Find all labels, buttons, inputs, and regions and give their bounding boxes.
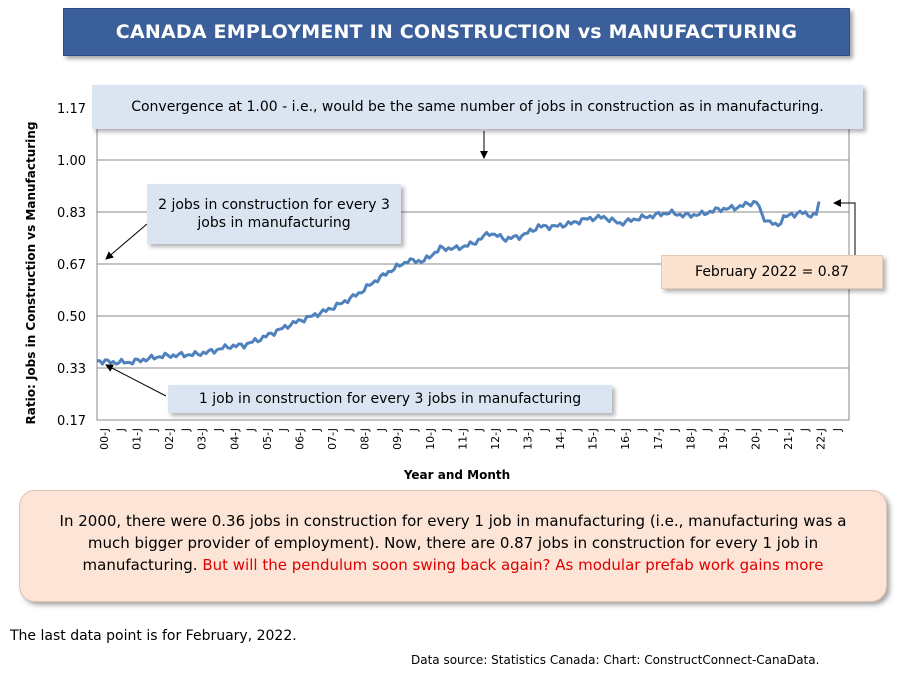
x-tick-label: 16-J bbox=[619, 428, 632, 450]
x-tick-label: 09-J bbox=[391, 428, 404, 450]
y-tick-label: 0.83 bbox=[57, 206, 86, 221]
x-tick-label: J bbox=[310, 428, 323, 432]
x-tick-label: 21-J bbox=[782, 428, 795, 450]
x-tick-label: J bbox=[668, 428, 681, 432]
x-tick-label: J bbox=[538, 428, 551, 432]
summary-text: In 2000, there were 0.36 jobs in constru… bbox=[59, 512, 847, 574]
x-tick-label: 15-J bbox=[587, 428, 600, 450]
x-tick-label: J bbox=[407, 428, 420, 432]
y-axis-title: Ratio: Jobs in Construction vs Manufactu… bbox=[24, 122, 38, 425]
series-line bbox=[97, 200, 821, 366]
x-tick-label: 10-J bbox=[424, 428, 437, 450]
y-tick-label: 0.33 bbox=[57, 362, 86, 377]
x-tick-label: 07-J bbox=[326, 428, 339, 450]
x-tick-label: 22-J bbox=[815, 428, 828, 450]
x-tick-label: J bbox=[505, 428, 518, 432]
x-tick-label: 02-J bbox=[163, 428, 176, 450]
x-tick-label: 04-J bbox=[228, 428, 241, 450]
x-tick-label: J bbox=[733, 428, 746, 432]
x-tick-label: J bbox=[473, 428, 486, 432]
x-tick-label: J bbox=[636, 428, 649, 432]
summary-highlight: But will the pendulum soon swing back ag… bbox=[202, 555, 824, 574]
two-thirds-callout-text: 2 jobs in construction for every 3 jobs … bbox=[158, 196, 390, 231]
y-tick-label: 1.17 bbox=[57, 102, 86, 117]
x-tick-label: J bbox=[147, 428, 160, 432]
x-tick-label: J bbox=[245, 428, 258, 432]
x-tick-label: 05-J bbox=[261, 428, 274, 450]
x-tick-label: J bbox=[603, 428, 616, 432]
x-tick-label: 13-J bbox=[522, 428, 535, 450]
y-tick-label: 0.17 bbox=[57, 414, 86, 429]
y-tick-label: 0.67 bbox=[57, 258, 86, 273]
y-tick-label: 0.50 bbox=[57, 310, 86, 325]
x-tick-label: 11-J bbox=[456, 428, 469, 450]
chart-title: CANADA EMPLOYMENT IN CONSTRUCTION vs MAN… bbox=[115, 21, 798, 43]
x-tick-label: 14-J bbox=[554, 428, 567, 450]
x-tick-label: J bbox=[798, 428, 811, 432]
x-tick-label: J bbox=[375, 428, 388, 432]
x-tick-label: J bbox=[831, 428, 844, 432]
x-tick-label: 17-J bbox=[652, 428, 665, 450]
x-tick-label: J bbox=[342, 428, 355, 432]
x-tick-label: 06-J bbox=[293, 428, 306, 450]
y-tick-label: 1.00 bbox=[57, 154, 86, 169]
two-thirds-callout: 2 jobs in construction for every 3 jobs … bbox=[147, 184, 401, 244]
x-tick-label: 08-J bbox=[359, 428, 372, 450]
x-tick-label: J bbox=[212, 428, 225, 432]
x-tick-label: J bbox=[570, 428, 583, 432]
data-source: Data source: Statistics Canada: Chart: C… bbox=[411, 653, 820, 667]
x-tick-label: 19-J bbox=[717, 428, 730, 450]
one-third-arrow bbox=[105, 364, 167, 397]
x-tick-label: J bbox=[440, 428, 453, 432]
convergence-callout-text: Convergence at 1.00 - i.e., would be the… bbox=[131, 98, 824, 115]
x-tick-label: J bbox=[701, 428, 714, 432]
x-tick-label: J bbox=[114, 428, 127, 432]
one-third-callout-text: 1 job in construction for every 3 jobs i… bbox=[198, 390, 582, 407]
footnote: The last data point is for February, 202… bbox=[10, 628, 297, 644]
x-tick-label: J bbox=[766, 428, 779, 432]
x-tick-label: J bbox=[179, 428, 192, 432]
latest-value-callout: February 2022 = 0.87 bbox=[661, 255, 883, 289]
x-tick-label: 20-J bbox=[750, 428, 763, 450]
x-tick-label: 03-J bbox=[196, 428, 209, 450]
x-tick-label: 12-J bbox=[489, 428, 502, 450]
one-third-callout: 1 job in construction for every 3 jobs i… bbox=[168, 385, 612, 413]
two-thirds-arrow bbox=[105, 223, 148, 260]
latest-value-callout-text: February 2022 = 0.87 bbox=[695, 263, 849, 280]
x-tick-label: 18-J bbox=[684, 428, 697, 450]
chart-title-banner: CANADA EMPLOYMENT IN CONSTRUCTION vs MAN… bbox=[63, 8, 850, 56]
convergence-callout: Convergence at 1.00 - i.e., would be the… bbox=[92, 85, 863, 129]
x-axis-title: Year and Month bbox=[403, 468, 510, 482]
x-tick-label: J bbox=[277, 428, 290, 432]
summary-box: In 2000, there were 0.36 jobs in constru… bbox=[19, 490, 887, 602]
x-tick-label: 01-J bbox=[131, 428, 144, 450]
x-tick-label: 00-J bbox=[98, 428, 111, 450]
